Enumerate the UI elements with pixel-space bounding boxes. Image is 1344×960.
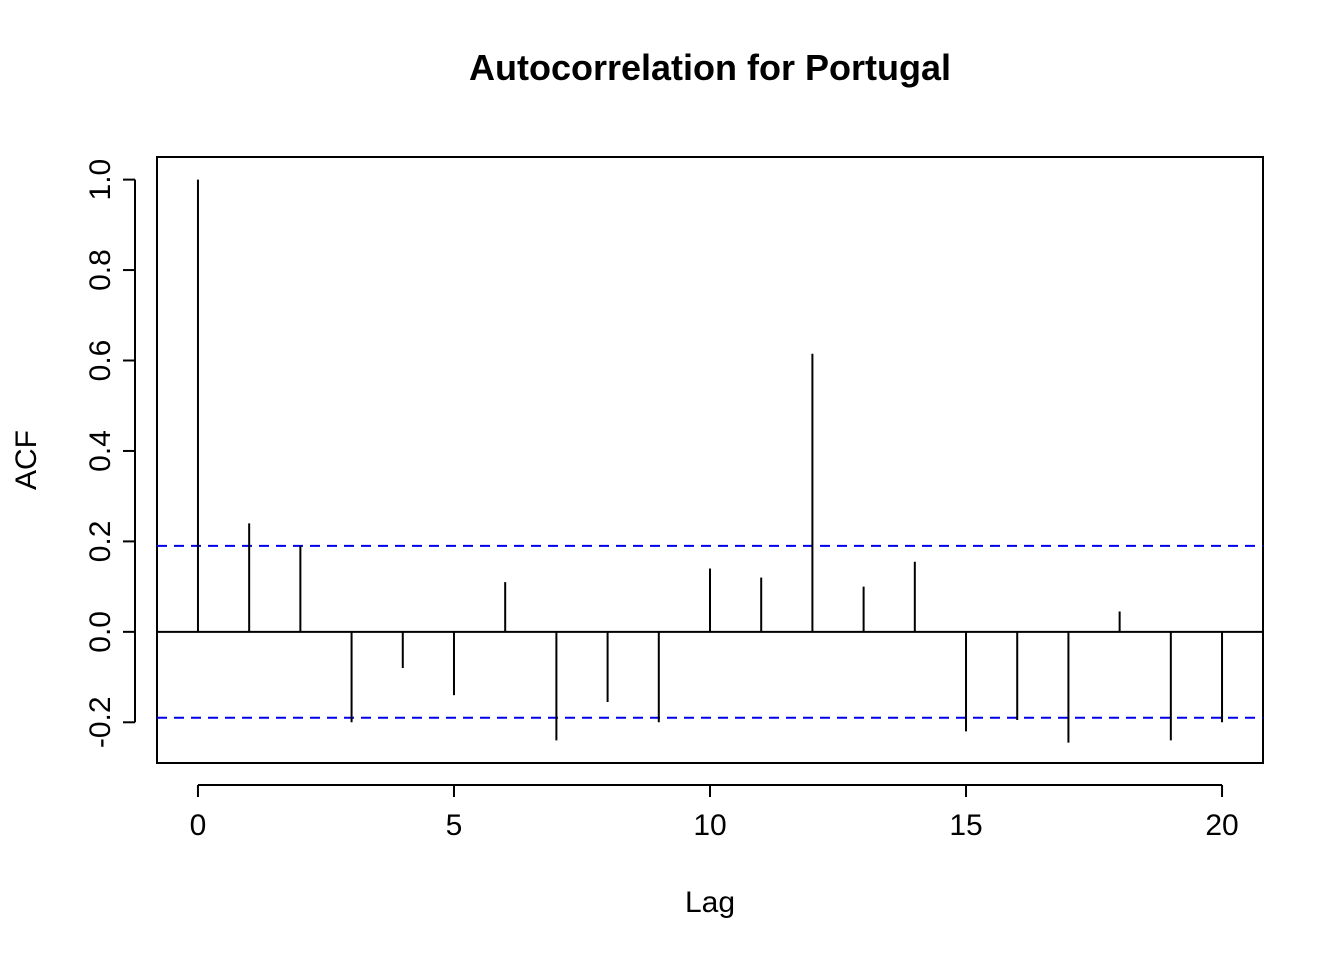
y-tick-label: 0.2 [84, 521, 117, 563]
plot-area: 0 5 10 15 20 -0.2 0.0 0.2 0.4 0.6 0.8 1.0 [84, 156, 1264, 842]
y-tick-label: 0.8 [84, 249, 117, 291]
x-tick-label: 5 [446, 809, 463, 842]
y-tick-label: 0.4 [84, 430, 117, 472]
x-tick-label: 20 [1205, 809, 1238, 842]
y-tick-label: -0.2 [84, 696, 117, 748]
x-tick-label: 0 [190, 809, 207, 842]
y-tick-label: 0.6 [84, 340, 117, 382]
y-tick-label: 0.0 [84, 611, 117, 653]
chart-title: Autocorrelation for Portugal [469, 47, 951, 88]
y-tick-label: 1.0 [84, 159, 117, 201]
x-axis-label: Lag [685, 886, 735, 919]
x-tick-label: 10 [693, 809, 726, 842]
plot-frame [156, 156, 1264, 764]
x-tick-label: 15 [949, 809, 982, 842]
y-axis-label: ACF [10, 430, 43, 490]
